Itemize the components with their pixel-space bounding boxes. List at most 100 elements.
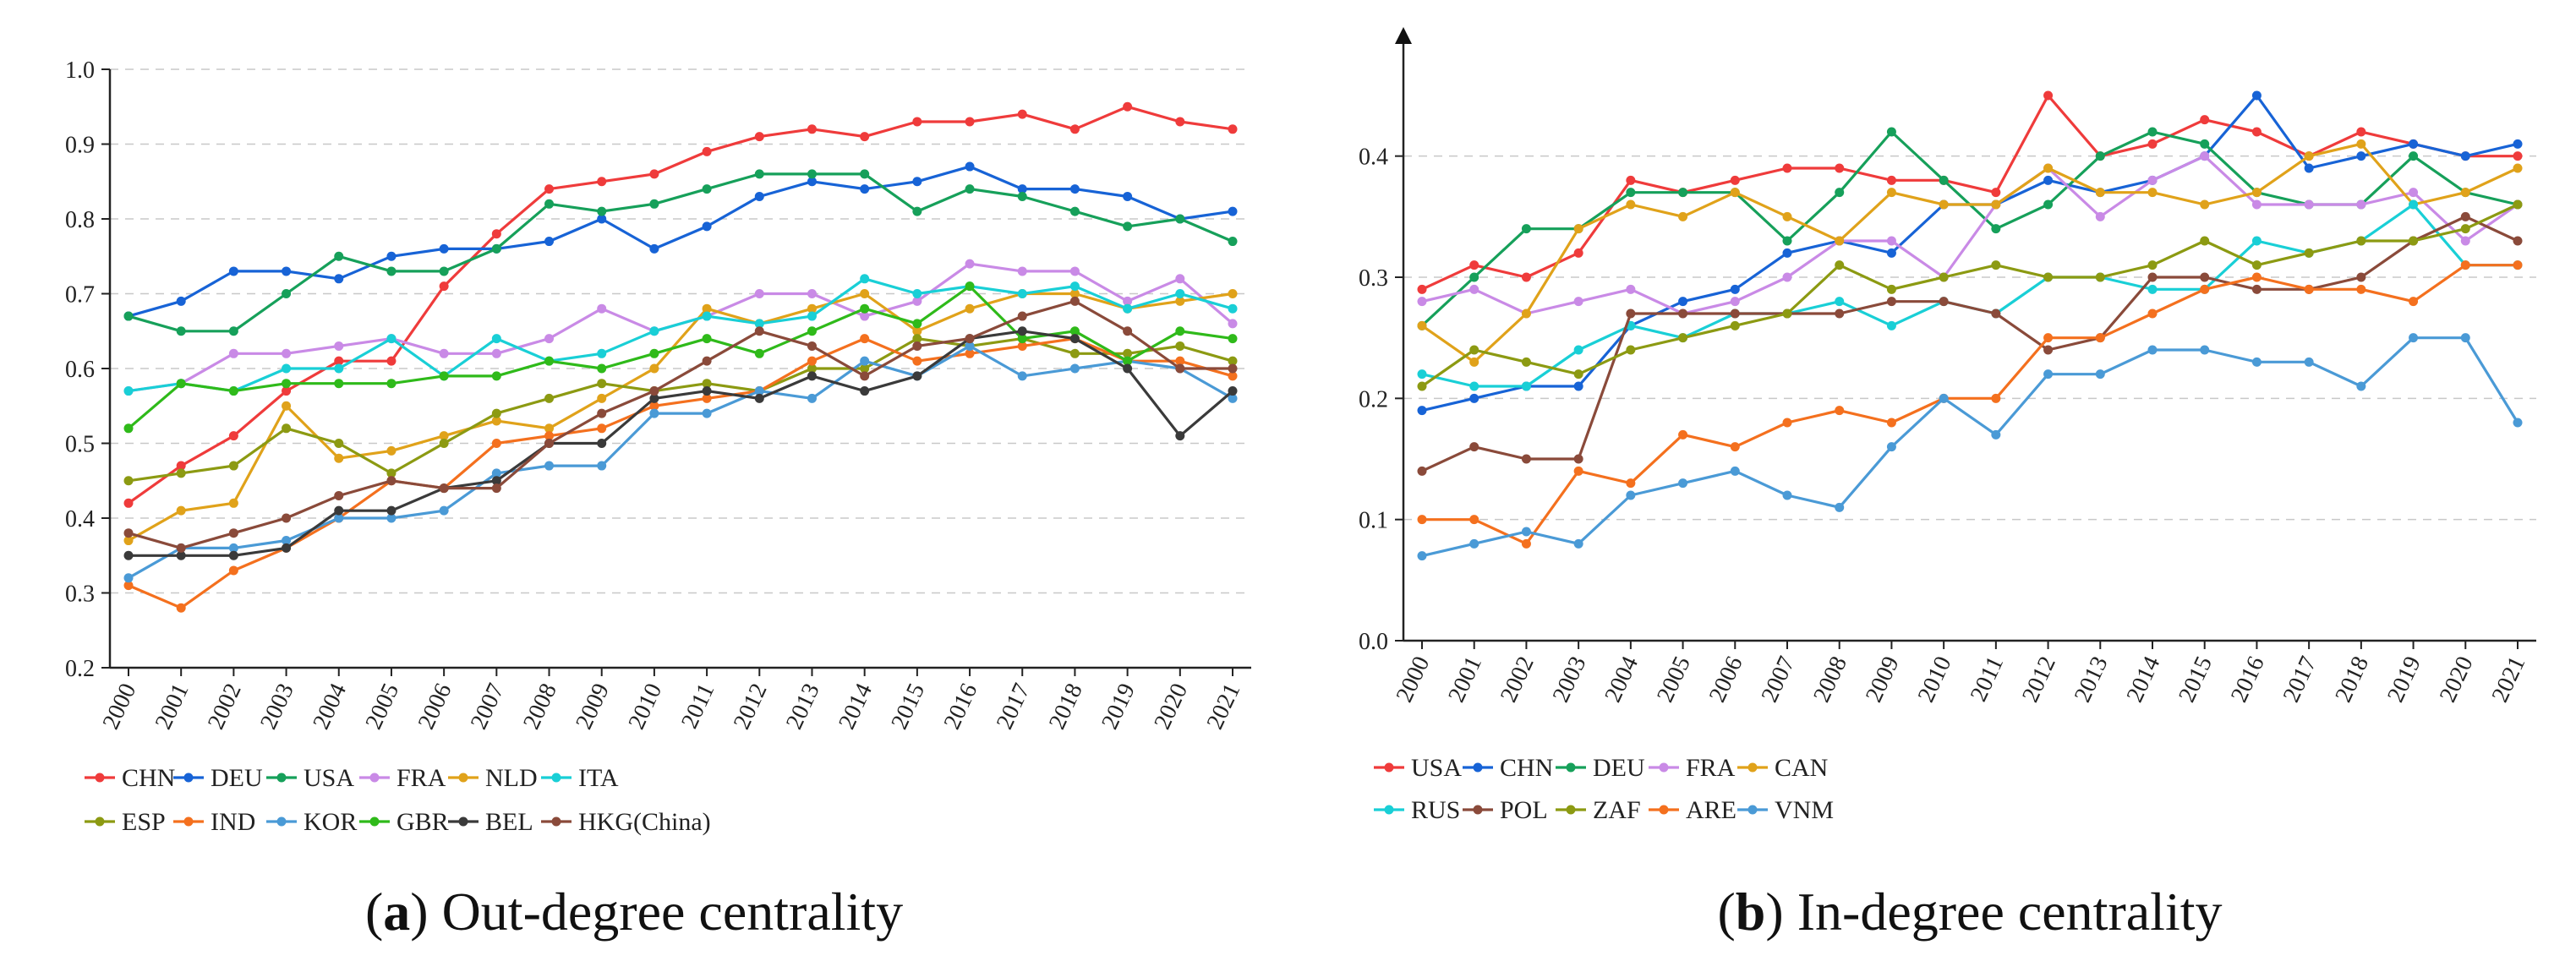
legend-swatch-marker [458, 816, 468, 827]
legend-item: CAN [1737, 754, 1828, 782]
series-can [1417, 139, 2523, 367]
x-tick-label: 2015 [2174, 653, 2218, 707]
data-point [1573, 381, 1583, 391]
series-fra [1417, 151, 2523, 319]
data-point [1469, 393, 1479, 403]
series-line [128, 262, 1234, 393]
data-point [2460, 236, 2470, 246]
data-point [1175, 296, 1185, 306]
x-tick-label: 2001 [1443, 653, 1487, 707]
data-point [1175, 326, 1185, 336]
data-point [649, 169, 659, 179]
legend-swatch-marker [95, 816, 105, 827]
data-point [1835, 260, 1845, 270]
legend-swatch-marker [183, 773, 194, 783]
axes [101, 68, 1251, 676]
data-point [2095, 211, 2105, 221]
data-point [1991, 309, 2001, 319]
data-point [597, 363, 607, 374]
data-point [386, 379, 397, 389]
data-point [1175, 214, 1185, 224]
y-tick-label: 0.2 [65, 656, 95, 682]
data-point [1886, 236, 1896, 246]
data-point [176, 505, 186, 516]
y-tick-label: 0.2 [1359, 386, 1388, 412]
data-point [439, 281, 449, 292]
data-point [1678, 478, 1688, 489]
data-point [2200, 345, 2210, 355]
data-point [1678, 309, 1688, 319]
x-tick-label: 2018 [1044, 680, 1088, 734]
data-point [1730, 188, 1740, 198]
x-tick-label: 2021 [1202, 680, 1246, 734]
data-point [1175, 431, 1185, 441]
data-point [1991, 224, 2001, 234]
data-point [1730, 466, 1740, 476]
legend-label: IND [211, 808, 255, 836]
x-tick-label: 2015 [886, 680, 930, 734]
series-line [1421, 215, 2519, 472]
data-point [2200, 272, 2210, 282]
data-point [597, 393, 607, 403]
data-point [2409, 333, 2419, 343]
data-point [1678, 211, 1688, 221]
data-point [228, 543, 238, 553]
data-point [1835, 188, 1845, 198]
x-tick-label: 2011 [1966, 653, 2009, 706]
legend-label: CHN [1500, 754, 1553, 782]
data-point [2460, 224, 2470, 234]
data-point [1573, 224, 1583, 234]
data-point [123, 498, 134, 508]
data-point [228, 550, 238, 560]
data-point [176, 468, 186, 478]
data-point [2513, 199, 2523, 210]
data-point [1886, 248, 1896, 258]
legend-item: NLD [448, 764, 538, 792]
data-point [1417, 381, 1427, 391]
data-point [1626, 188, 1636, 198]
data-point [491, 416, 501, 426]
series-deu [123, 161, 1238, 321]
x-tick-label: 2007 [466, 680, 510, 734]
data-point [807, 371, 817, 381]
legend-item: POL [1463, 796, 1548, 824]
data-point [1886, 284, 1896, 294]
data-point [386, 251, 397, 261]
data-point [1017, 289, 1027, 298]
y-tick-label: 1.0 [65, 57, 95, 84]
data-point [1069, 124, 1080, 134]
data-point [282, 348, 292, 358]
data-point [1417, 466, 1427, 476]
data-point [2409, 199, 2419, 210]
y-tick-label: 0.5 [65, 432, 95, 458]
data-point [282, 401, 292, 411]
data-point [807, 363, 817, 374]
data-point [282, 543, 292, 553]
data-point [965, 184, 975, 194]
data-point [860, 184, 870, 194]
y-axis-arrow [1395, 27, 1412, 44]
data-point [334, 439, 344, 448]
data-point [2513, 418, 2523, 428]
data-point [1521, 527, 1531, 537]
data-point [2513, 151, 2523, 161]
data-point [386, 513, 397, 523]
data-point [912, 206, 922, 216]
data-point [597, 348, 607, 358]
data-point [1469, 515, 1479, 525]
data-point [2460, 151, 2470, 161]
y-tick-label: 0.4 [1359, 145, 1388, 171]
legend-item: HKG(China) [541, 808, 711, 836]
legend-item: VNM [1737, 796, 1834, 824]
data-point [912, 334, 922, 344]
data-point [1939, 297, 1949, 307]
data-point [386, 356, 397, 366]
data-point [1175, 363, 1185, 374]
data-point [912, 326, 922, 336]
data-point [597, 423, 607, 434]
data-point [754, 348, 764, 358]
series-line [127, 285, 1233, 430]
legend-swatch-marker [369, 816, 380, 827]
x-tick-label: 2012 [2017, 653, 2061, 707]
legend-swatch-marker [369, 773, 380, 783]
